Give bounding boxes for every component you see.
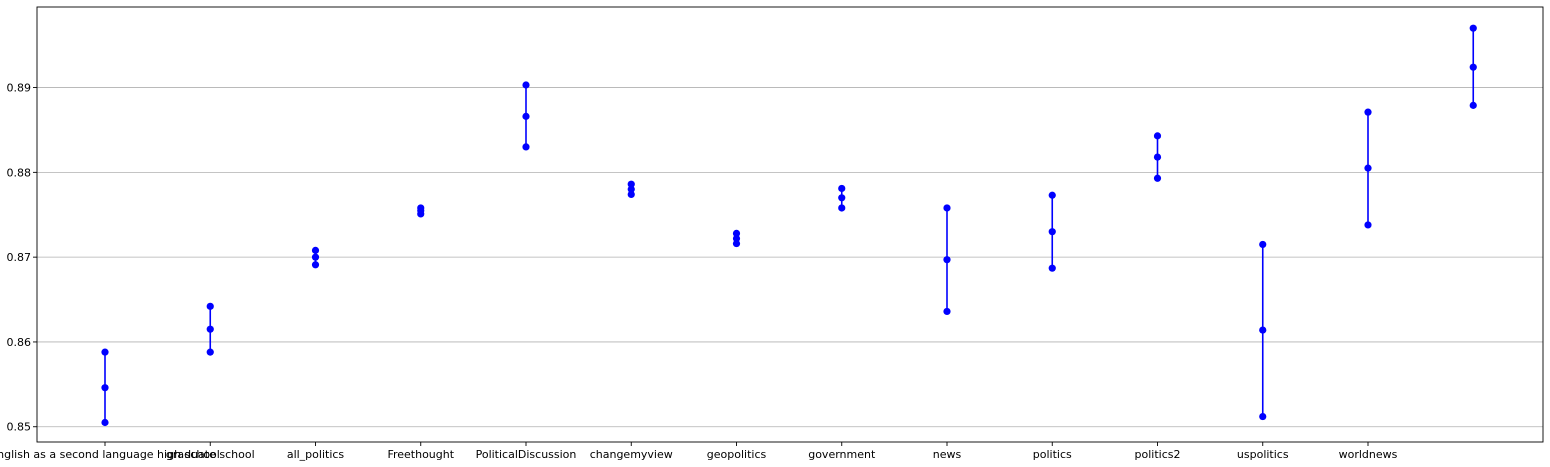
range-point-high [627,180,635,188]
range-point-high [1469,24,1477,32]
range-group [1259,240,1267,421]
range-point-mid [1364,164,1372,172]
range-point-low [206,348,214,356]
range-point-mid [1153,153,1162,161]
range-group [1469,24,1477,109]
range-point-low [627,190,635,198]
x-tick-label: worldnews [1339,448,1398,461]
range-point-high [943,204,951,212]
range-point-mid [627,185,635,193]
range-point-mid [1259,326,1267,334]
range-point-low [1259,412,1267,421]
x-tick-label: uspolitics [1237,448,1289,461]
range-point-low [1469,101,1477,109]
range-group [627,180,635,198]
range-point-mid [1469,63,1477,71]
range-group [1364,108,1372,229]
range-point-low [101,418,109,427]
y-tick-label: 0.89 [7,82,32,95]
range-group [311,246,320,269]
range-point-mid [101,384,109,392]
series-layer [101,24,1477,427]
x-tick-label: government [808,448,876,461]
x-tick-label: geopolitics [707,448,767,461]
x-tick-label: English as a second language high school [0,448,220,461]
range-point-high [732,229,741,238]
range-group [522,81,530,151]
range-point-mid [206,325,214,333]
range-point-mid [311,253,320,261]
range-point-high [206,302,214,310]
range-point-high [417,204,425,212]
range-point-low [838,204,846,212]
y-tick-label: 0.86 [7,336,32,349]
range-point-low [1364,221,1372,229]
range-point-low [522,143,530,151]
range-point-low [1048,264,1056,272]
y-tick-label: 0.88 [7,166,32,179]
y-tick-label: 0.87 [7,251,32,264]
range-point-high [1259,240,1267,249]
x-tick-label: PoliticalDiscussion [476,448,577,461]
range-point-mid [522,112,530,120]
range-point-low [311,261,320,269]
range-group [943,204,951,316]
range-point-high [311,246,320,254]
range-group [101,348,109,427]
range-point-high [522,81,530,89]
x-tick-label: politics2 [1135,448,1181,461]
range-point-mid [1048,228,1056,236]
x-tick-label: all_politics [287,448,345,461]
range-group [206,302,214,356]
x-tick-label: news [933,448,962,461]
range-group [732,229,741,248]
range-point-low [943,307,951,316]
x-tick-label: changemyview [590,448,673,461]
range-group [838,184,846,212]
range-point-high [1153,132,1162,140]
grid-layer [37,87,1543,428]
range-point-low [1153,174,1162,182]
range-point-high [101,348,109,356]
range-point-mid [838,194,846,202]
range-point-high [1364,108,1372,116]
range-point-mid [943,256,951,264]
x-tick-label: graduate school [166,448,255,461]
range-point-high [838,184,846,193]
x-axis-ticks: English as a second language high school… [0,442,1398,461]
x-tick-label: politics [1033,448,1072,461]
range-group [1153,132,1162,182]
range-group [417,204,425,218]
y-axis-ticks: 0.85 0.86 0.87 0.88 0.89 [7,82,37,434]
x-tick-label: Freethought [387,448,454,461]
range-point-low [732,239,741,248]
plot-frame [36,6,1544,443]
range-point-mid [732,234,741,243]
range-group [1048,191,1056,272]
y-tick-label: 0.85 [7,421,32,434]
range-point-high [1048,191,1056,199]
